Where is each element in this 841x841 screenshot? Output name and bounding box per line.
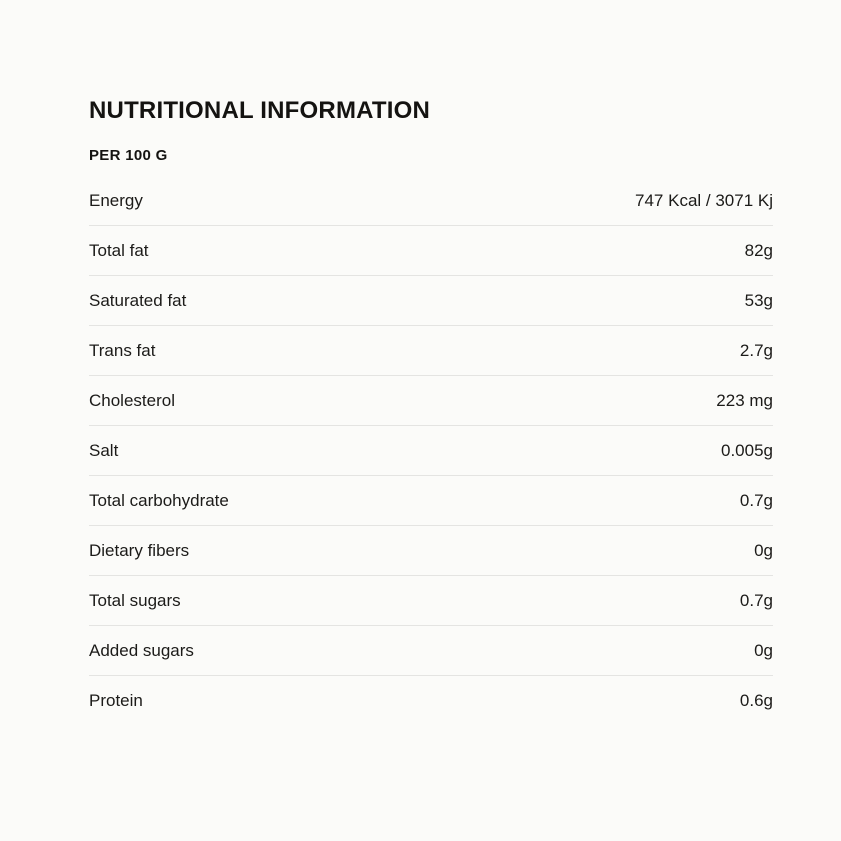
row-value: 0g xyxy=(754,640,773,660)
row-value: 2.7g xyxy=(739,340,773,360)
row-label: Dietary fibers xyxy=(89,540,190,560)
row-label: Saturated fat xyxy=(89,290,187,310)
row-label: Energy xyxy=(89,190,143,210)
row-label: Total fat xyxy=(89,240,149,260)
table-row-trans-fat: Trans fat 2.7g xyxy=(89,326,773,376)
row-value: 82g xyxy=(744,240,773,260)
row-value: 0.005g xyxy=(721,440,773,460)
row-value: 223 mg xyxy=(716,390,773,410)
row-label: Cholesterol xyxy=(89,390,175,410)
row-label: Trans fat xyxy=(89,340,156,360)
table-row-saturated-fat: Saturated fat 53g xyxy=(89,276,773,326)
row-value: 0.6g xyxy=(739,691,773,710)
serving-size-label: PER 100 G xyxy=(89,147,168,164)
row-value: 0g xyxy=(754,540,773,560)
table-row-total-sugars: Total sugars 0.7g xyxy=(89,576,773,626)
table-row-dietary-fibers: Dietary fibers 0g xyxy=(89,526,773,576)
table-row-salt: Salt 0.005g xyxy=(89,426,773,476)
table-row-energy: Energy 747 Kcal / 3071 Kj xyxy=(89,176,773,226)
nutrition-table: Energy 747 Kcal / 3071 Kj Total fat 82g … xyxy=(89,176,773,726)
row-value: 53g xyxy=(744,290,773,310)
table-row-cholesterol: Cholesterol 223 mg xyxy=(89,376,773,426)
row-label: Protein xyxy=(89,691,143,710)
row-label: Salt xyxy=(89,440,119,460)
table-row-added-sugars: Added sugars 0g xyxy=(89,626,773,676)
row-label: Total carbohydrate xyxy=(89,490,229,510)
row-label: Added sugars xyxy=(89,640,194,660)
row-label: Total sugars xyxy=(89,590,181,610)
table-row-total-fat: Total fat 82g xyxy=(89,226,773,276)
nutrition-panel: NUTRITIONAL INFORMATION PER 100 G Energy… xyxy=(89,97,773,726)
row-value: 0.7g xyxy=(739,490,773,510)
row-value: 0.7g xyxy=(739,590,773,610)
table-row-protein: Protein 0.6g xyxy=(89,676,773,726)
row-value: 747 Kcal / 3071 Kj xyxy=(635,190,773,210)
table-row-total-carbohydrate: Total carbohydrate 0.7g xyxy=(89,476,773,526)
page-title: NUTRITIONAL INFORMATION xyxy=(89,97,431,124)
